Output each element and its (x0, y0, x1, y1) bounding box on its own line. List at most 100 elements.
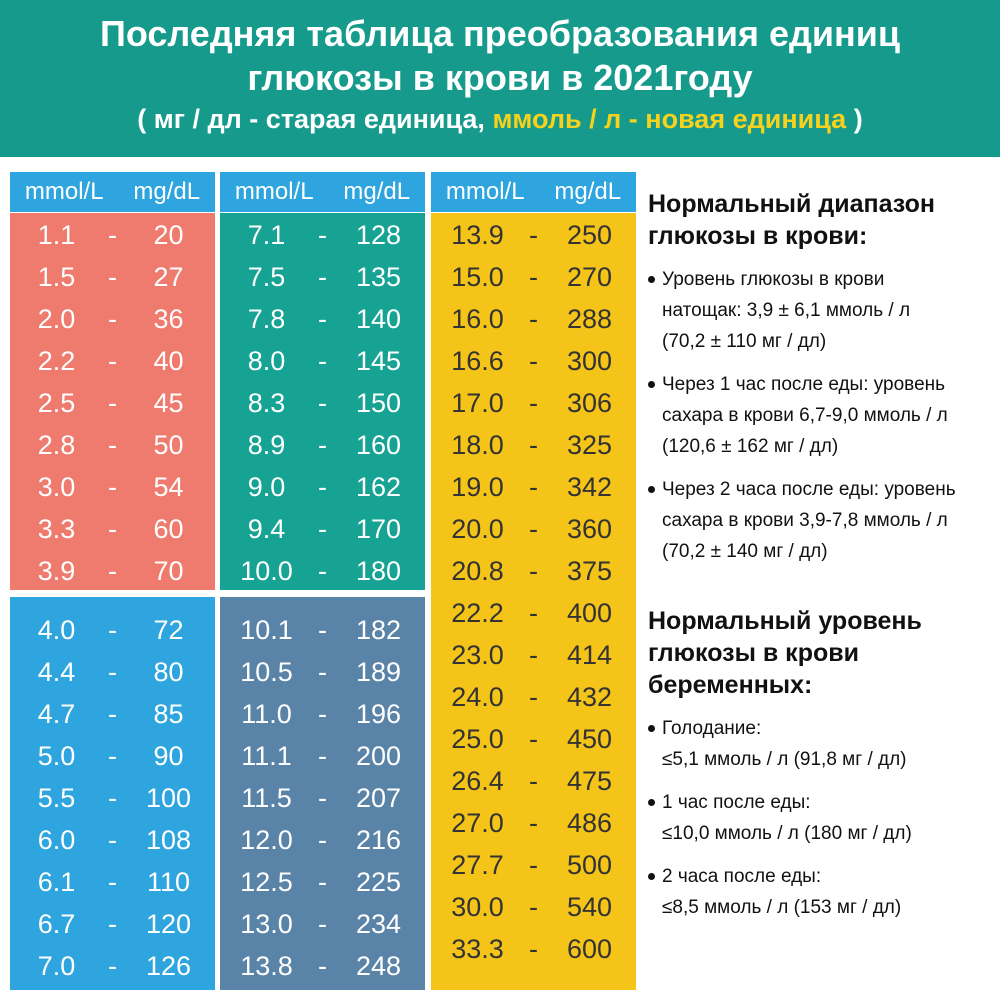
separator: - (108, 698, 117, 729)
item-line: Через 1 час после еды: уровень (662, 374, 946, 395)
table-row: 24.0-432 (431, 676, 636, 718)
new-unit: ммоль / л - новая единица (492, 104, 847, 134)
table-row: 26.4-475 (431, 760, 636, 802)
subtitle: ( мг / дл - старая единица, ммоль / л - … (0, 100, 1000, 138)
mmol-value: 13.8 (240, 950, 293, 981)
item-line: (120,6 ± 162 мг / дл) (662, 436, 839, 457)
table-row: 7.8 -140 (220, 298, 425, 340)
table-row: 4.7 - 85 (10, 693, 215, 735)
separator: - (318, 782, 327, 813)
table-row: 16.6-300 (431, 340, 636, 382)
item-line: ≤10,0 ммоль / л (180 мг / дл) (662, 823, 912, 844)
table-row: 2.0 - 36 (10, 298, 215, 340)
separator: - (529, 807, 538, 838)
separator: - (529, 513, 538, 544)
separator: - (318, 908, 327, 939)
bullet-item: 2 часа после еды: ≤8,5 ммоль / л (153 мг … (648, 861, 998, 923)
table-row: 2.2 - 40 (10, 340, 215, 382)
item-line: (70,2 ± 110 мг / дл) (662, 331, 827, 352)
mgdl-value: 20 (153, 219, 184, 250)
mmol-value: 11.0 (241, 698, 292, 729)
separator: - (529, 471, 538, 502)
column-header: mmol/L mg/dL (10, 172, 215, 212)
mmol-value: 12.5 (240, 866, 293, 897)
mgdl-value: 207 (355, 782, 402, 813)
mmol-value: 1.1 (37, 219, 76, 250)
mgdl-value: 27 (153, 261, 184, 292)
separator: - (529, 261, 538, 292)
mgdl-value: 600 (566, 933, 613, 964)
table-row: 16.0-288 (431, 298, 636, 340)
table-row: 12.0-216 (220, 819, 425, 861)
mgdl-value: 225 (355, 866, 402, 897)
mgdl-value: 288 (566, 303, 613, 334)
separator: - (318, 387, 327, 418)
mmol-value: 7.8 (247, 303, 286, 334)
mgdl-value: 250 (566, 219, 613, 250)
table-row: 6.1 -110 (10, 861, 215, 903)
separator: - (529, 639, 538, 670)
mmol-value: 18.0 (451, 429, 504, 460)
separator: - (529, 891, 538, 922)
table-row: 13.9-250 (431, 214, 636, 256)
item-line: ≤5,1 ммоль / л (91,8 мг / дл) (662, 749, 907, 770)
table-row: 3.9 - 70 (10, 550, 215, 592)
mgdl-value: 128 (355, 219, 402, 250)
table-row: 1.5 - 27 (10, 256, 215, 298)
mgdl-value: 60 (153, 513, 184, 544)
mmol-value: 10.1 (240, 614, 293, 645)
separator: - (108, 513, 117, 544)
mmol-value: 12.0 (240, 824, 293, 855)
separator: - (318, 261, 327, 292)
mgdl-value: 145 (355, 345, 402, 376)
mmol-value: 25.0 (451, 723, 504, 754)
mgdl-value: 135 (355, 261, 402, 292)
mmol-value: 2.0 (37, 303, 76, 334)
bullet-item: Через 1 час после еды: уровень сахара в к… (648, 369, 998, 462)
item-line: 1 час после еды: (662, 792, 811, 813)
old-unit: мг / дл - старая единица, (153, 104, 485, 134)
mmol-value: 26.4 (451, 765, 504, 796)
mmol-value: 3.9 (37, 555, 76, 586)
mgdl-value: 475 (566, 765, 613, 796)
mgdl-value: 50 (153, 429, 184, 460)
mmol-value: 16.0 (451, 303, 504, 334)
separator: - (529, 723, 538, 754)
title: Последняя таблица преобразования единиц (99, 13, 900, 54)
table-row: 22.2-400 (431, 592, 636, 634)
mgdl-value: 108 (145, 824, 192, 855)
table-row: 9.4 -170 (220, 508, 425, 550)
mgdl-value: 45 (153, 387, 184, 418)
bullet-item: Уровень глюкозы в крови натощак: 3,9 ± 6,… (648, 264, 998, 357)
separator: - (529, 597, 538, 628)
mmol-value: 6.7 (37, 908, 76, 939)
table-row: 6.0 -108 (10, 819, 215, 861)
table-row: 11.0-196 (220, 693, 425, 735)
separator: - (529, 303, 538, 334)
separator: - (529, 681, 538, 712)
table-row: 7.5 -135 (220, 256, 425, 298)
separator: - (529, 765, 538, 796)
mmol-value: 16.6 (451, 345, 504, 376)
mmol-value: 2.5 (37, 387, 76, 418)
section-heading: Нормальный диапазон глюкозы в крови: (648, 188, 998, 252)
header-cell: mmol/L (234, 178, 314, 205)
mgdl-value: 100 (145, 782, 192, 813)
mmol-value: 27.0 (451, 807, 504, 838)
mmol-value: 13.0 (240, 908, 293, 939)
mmol-value: 6.1 (37, 866, 76, 897)
table-row: 7.1 -128 (220, 214, 425, 256)
table-row: 8.3 -150 (220, 382, 425, 424)
table-row: 27.7-500 (431, 844, 636, 886)
mgdl-value: 54 (153, 471, 184, 502)
value-block: 13.9-250 15.0-270 16.0-288 16.6-300 17.0-306… (431, 213, 636, 990)
mmol-value: 6.0 (37, 824, 76, 855)
table-row: 3.3 - 60 (10, 508, 215, 550)
table-row: 12.5-225 (220, 861, 425, 903)
separator: - (108, 740, 117, 771)
info-section: Нормальный уровень глюкозы в крови беремен… (648, 605, 998, 923)
mgdl-value: 80 (153, 656, 184, 687)
section-heading: Нормальный уровень глюкозы в крови беремен… (648, 605, 998, 701)
mmol-value: 11.5 (241, 782, 292, 813)
